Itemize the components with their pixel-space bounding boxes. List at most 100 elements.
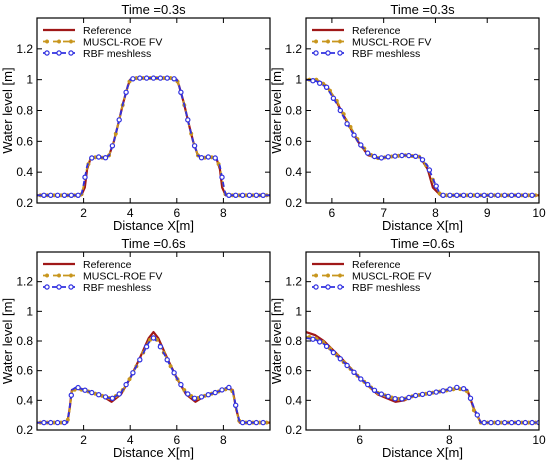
x-tick-label: 10: [532, 206, 546, 220]
series-marker: [232, 192, 239, 198]
y-tick-label: 1.2: [16, 275, 33, 289]
x-tick-label: 6: [329, 206, 336, 220]
series-marker: [95, 154, 102, 160]
y-tick-label: 0.8: [16, 104, 33, 118]
series-marker: [488, 419, 494, 426]
legend-marker: [325, 284, 331, 290]
series-marker: [433, 389, 439, 395]
series-marker: [171, 76, 177, 82]
series-marker: [371, 387, 378, 393]
series-marker: [253, 192, 259, 198]
y-tick-label: 0.4: [16, 165, 33, 179]
legend-marker: [337, 39, 343, 44]
series-marker: [310, 77, 316, 84]
series-marker: [157, 75, 164, 81]
legend-marker: [68, 50, 74, 56]
series-reference: [37, 76, 270, 197]
series-marker: [185, 391, 191, 397]
series-marker: [337, 107, 343, 114]
series-line: [306, 78, 539, 197]
series-marker: [232, 402, 239, 408]
series-rbf-meshless: [306, 77, 539, 198]
legend-label: RBF meshless: [352, 48, 420, 60]
series-marker: [392, 396, 398, 402]
legend-label: Reference: [352, 259, 401, 271]
series-marker: [447, 386, 453, 392]
series-marker: [454, 192, 460, 198]
series-marker: [502, 192, 508, 198]
series-marker: [426, 390, 433, 396]
series-marker: [226, 192, 232, 198]
chart-panel-3: 0.2 0.4 0.6 0.8 1 1.2 2 4 6 8 Time =0.6s Distance X…: [0, 236, 271, 460]
series-muscl-roe-fv: [37, 76, 270, 198]
legend-marker: [56, 39, 62, 44]
series-marker: [205, 154, 211, 160]
series-marker: [508, 419, 515, 426]
series-marker: [150, 75, 157, 81]
series-marker: [460, 386, 467, 392]
series-marker: [378, 155, 385, 161]
series-marker: [488, 192, 494, 198]
series-line: [37, 77, 270, 197]
legend-marker: [44, 39, 50, 44]
series-marker: [54, 192, 61, 198]
series-line: [37, 77, 270, 197]
y-tick-label: 0.2: [285, 196, 302, 210]
x-tick-label: 2: [80, 206, 87, 220]
legend-label: MUSCL-ROE FV: [83, 271, 162, 283]
series-marker: [474, 192, 480, 198]
series-marker: [365, 150, 371, 156]
series-rbf-meshless: [37, 335, 270, 426]
x-tick-label: 9: [484, 206, 491, 220]
series-marker: [412, 392, 419, 399]
series-marker: [157, 344, 164, 350]
series-marker: [226, 384, 232, 391]
chart-panel-4: 0.2 0.4 0.6 0.8 1 1.2 6 8 10 Time =0.6s Distance X…: [269, 236, 546, 460]
series-marker: [337, 356, 343, 362]
series-line: [306, 78, 539, 197]
series-muscl-roe-fv: [306, 77, 539, 198]
chart-panel-2: 0.2 0.4 0.6 0.8 1 1.2 6 7 8 9 10 Time =0.3s Distance…: [269, 2, 546, 233]
series-marker: [75, 384, 81, 391]
series-marker: [323, 84, 330, 91]
chart-title: Time =0.3s: [121, 2, 186, 17]
legend-marker: [56, 273, 62, 278]
series-marker: [185, 117, 191, 123]
y-tick-label: 0.4: [285, 393, 302, 407]
series-marker: [219, 387, 225, 393]
legend-marker: [313, 273, 319, 278]
legend-label: RBF meshless: [83, 48, 151, 60]
series-marker: [82, 387, 88, 393]
y-tick-label: 0.6: [16, 134, 33, 148]
legend-marker: [325, 273, 331, 278]
x-tick-label: 6: [173, 433, 180, 447]
series-marker: [178, 381, 184, 388]
y-tick-label: 1: [295, 304, 302, 318]
series-marker: [447, 192, 453, 198]
series-marker: [317, 339, 323, 345]
series-marker: [406, 152, 412, 159]
series-marker: [371, 153, 378, 160]
series-marker: [212, 155, 218, 161]
y-tick-label: 0.4: [16, 393, 33, 407]
legend-label: MUSCL-ROE FV: [83, 37, 162, 49]
series-marker: [116, 391, 122, 397]
y-tick-label: 0.8: [285, 334, 302, 348]
series-marker: [348, 124, 353, 129]
series-marker: [219, 174, 225, 180]
series-marker: [358, 142, 364, 148]
legend-marker: [313, 39, 319, 44]
series-marker: [109, 143, 116, 149]
series-marker: [137, 357, 143, 363]
x-tick-label: 10: [532, 433, 546, 447]
series-marker: [198, 394, 205, 400]
series-marker: [260, 192, 266, 198]
chart-panel-1: 0.2 0.4 0.6 0.8 1 1.2 2 4 6 8 Time =0.3s Distance X…: [0, 2, 271, 233]
legend-marker: [44, 50, 50, 56]
y-tick-label: 1.2: [285, 275, 302, 289]
legend-marker: [337, 50, 343, 56]
series-marker: [515, 419, 522, 426]
series-marker: [239, 192, 246, 198]
